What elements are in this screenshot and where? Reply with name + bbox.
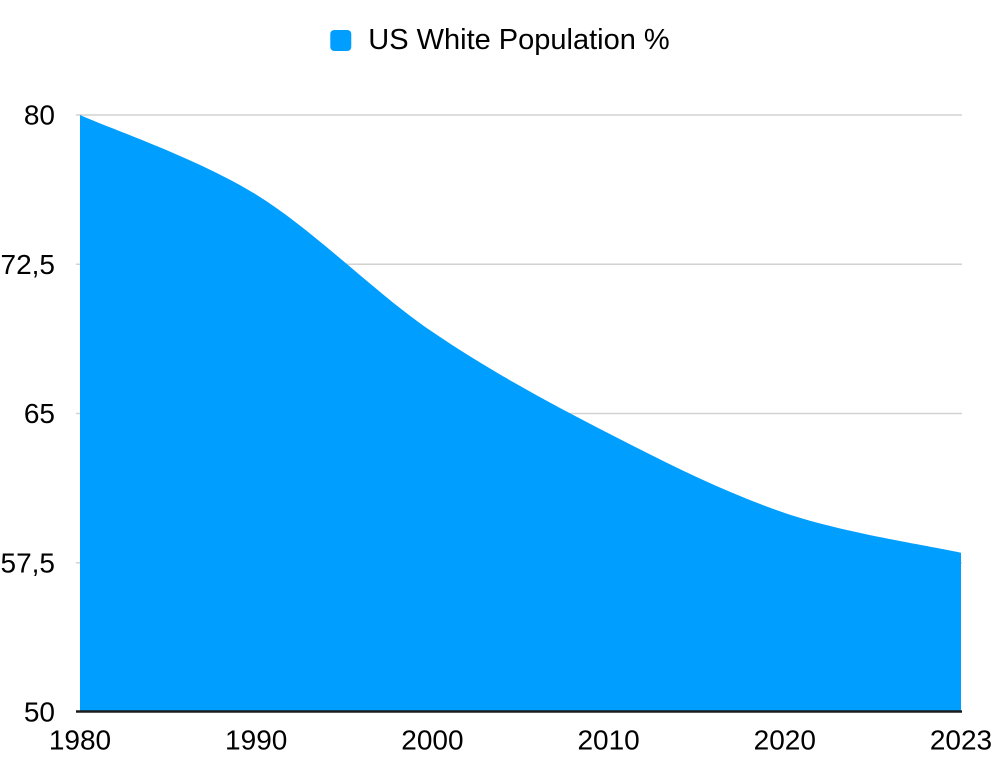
y-tick-label: 50	[24, 697, 55, 728]
x-tick-label: 1980	[49, 725, 111, 756]
x-tick-label: 2000	[401, 725, 463, 756]
y-tick-label: 72,5	[1, 249, 56, 280]
series-layer	[80, 115, 961, 712]
legend: US White Population %	[330, 24, 670, 56]
legend-label: US White Population %	[368, 24, 670, 56]
x-tick-label: 2010	[577, 725, 639, 756]
x-axis-labels: 1980 1990 2000 2010 2020 2023	[49, 725, 992, 756]
y-tick-label: 65	[24, 398, 55, 429]
legend-swatch	[330, 30, 352, 51]
y-tick-label: 80	[24, 100, 55, 131]
y-axis-labels: 80 72,5 65 57,5 50	[1, 100, 56, 728]
y-tick-label: 57,5	[1, 547, 56, 578]
x-tick-label: 2020	[754, 725, 816, 756]
x-tick-label: 1990	[225, 725, 287, 756]
series-area	[80, 115, 961, 712]
x-tick-label: 2023	[930, 725, 992, 756]
